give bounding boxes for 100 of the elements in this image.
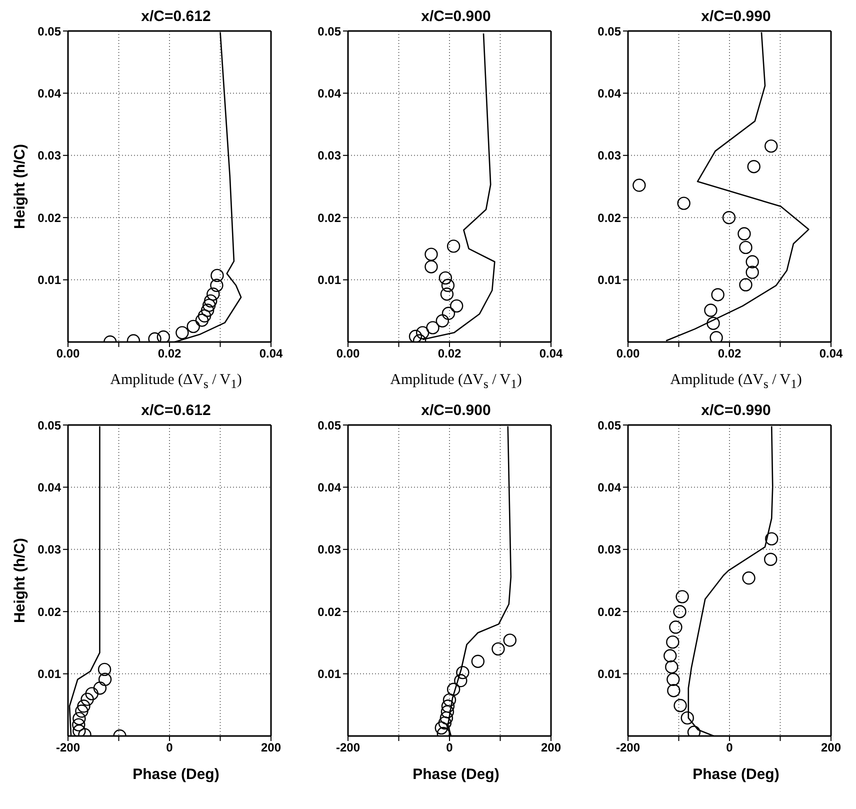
point (746, 255, 759, 268)
point (738, 227, 751, 240)
x-tick-label: 0.04 (539, 346, 563, 361)
point (676, 590, 689, 604)
point (667, 684, 680, 698)
y-tick-label: 0.02 (318, 210, 342, 225)
x-tick-label: 0.00 (56, 346, 80, 361)
point (446, 682, 460, 696)
point (440, 711, 454, 725)
point (669, 620, 682, 634)
x-tick-label: -200 (336, 740, 360, 755)
point (441, 700, 455, 713)
point (706, 316, 720, 330)
x-tick-label: 0.04 (819, 346, 843, 361)
x-axis-title: Phase (Deg) (132, 766, 220, 785)
y-tick-label: 0.05 (598, 418, 622, 432)
y-tick-label: 0.05 (318, 24, 342, 38)
point (424, 248, 438, 261)
chart-title: x/C=0.612 (140, 402, 212, 420)
point (666, 672, 680, 686)
point (80, 692, 94, 706)
point (72, 712, 86, 726)
y-axis-title: Height (h/C) (12, 144, 28, 229)
point (764, 552, 778, 566)
y-tick-label: 0.01 (598, 273, 622, 288)
point (680, 711, 694, 725)
y-tick-label: 0.03 (318, 542, 342, 557)
point (436, 314, 449, 328)
y-tick-label: 0.04 (38, 86, 62, 100)
point (710, 331, 723, 342)
x-tick-label: 200 (540, 740, 562, 755)
y-axis-title: Height (h/C) (12, 538, 28, 623)
y-tick-label: 0.04 (318, 480, 342, 494)
point (416, 326, 430, 340)
point (704, 304, 718, 317)
x-tick-label: 0.00 (336, 346, 360, 361)
point (176, 326, 189, 340)
point (722, 211, 736, 224)
point (739, 278, 752, 292)
x-axis-title: Phase (Deg) (412, 766, 500, 785)
point (210, 278, 224, 292)
y-tick-label: 0.02 (598, 210, 622, 225)
point (75, 704, 88, 718)
y-tick-label: 0.04 (318, 86, 342, 100)
point (210, 268, 224, 282)
y-tick-label: 0.01 (318, 273, 342, 288)
y-tick-label: 0.04 (598, 480, 622, 494)
y-tick-label: 0.03 (38, 542, 62, 557)
x-tick-label: 0 (446, 740, 454, 755)
point (408, 330, 422, 342)
point (186, 320, 200, 334)
point (739, 240, 752, 254)
y-tick-label: 0.02 (598, 604, 622, 619)
point (446, 240, 460, 253)
chart-title: x/C=0.900 (420, 8, 492, 26)
y-tick-label: 0.01 (318, 667, 342, 682)
chart-title: x/C=0.612 (140, 8, 212, 26)
y-tick-label: 0.04 (38, 480, 62, 494)
y-tick-label: 0.01 (38, 273, 62, 288)
x-tick-label: -200 (56, 740, 80, 755)
point (442, 306, 456, 320)
point (156, 330, 170, 342)
x-axis-title: Amplitude (ΔV$_{s}$ / V$_{1}$) (389, 372, 523, 393)
point (72, 718, 86, 732)
x-tick-label: 0.04 (259, 346, 283, 361)
point (454, 674, 468, 688)
point (442, 693, 456, 707)
y-tick-label: 0.03 (598, 148, 622, 163)
chart-title: x/C=0.990 (700, 8, 772, 26)
point (72, 724, 86, 736)
x-tick-label: 0.02 (718, 346, 742, 361)
x-tick-label: -200 (616, 740, 640, 755)
chart-title: x/C=0.900 (420, 402, 492, 420)
point (456, 666, 470, 680)
point (426, 321, 440, 334)
x-tick-label: 200 (820, 740, 842, 755)
x-tick-label: 0.02 (158, 346, 182, 361)
point (742, 571, 756, 585)
y-tick-label: 0.03 (598, 542, 622, 557)
point (747, 160, 760, 174)
point (503, 634, 516, 647)
x-tick-label: 0 (726, 740, 734, 755)
point (438, 271, 452, 285)
point (198, 309, 212, 322)
point (450, 299, 464, 313)
point (98, 672, 112, 686)
point (195, 314, 209, 327)
point (85, 687, 98, 700)
point (665, 660, 678, 674)
point (440, 705, 454, 718)
x-axis-title: Amplitude (ΔV$_{s}$ / V$_{1}$) (109, 372, 243, 393)
point (200, 304, 214, 317)
x-tick-label: 0.02 (438, 346, 462, 361)
point (471, 654, 485, 668)
y-tick-label: 0.02 (38, 210, 62, 225)
y-tick-label: 0.02 (38, 604, 62, 619)
x-tick-label: 0.00 (616, 346, 640, 361)
point (746, 266, 759, 279)
x-axis-title: Phase (Deg) (692, 766, 780, 785)
point (664, 649, 677, 662)
